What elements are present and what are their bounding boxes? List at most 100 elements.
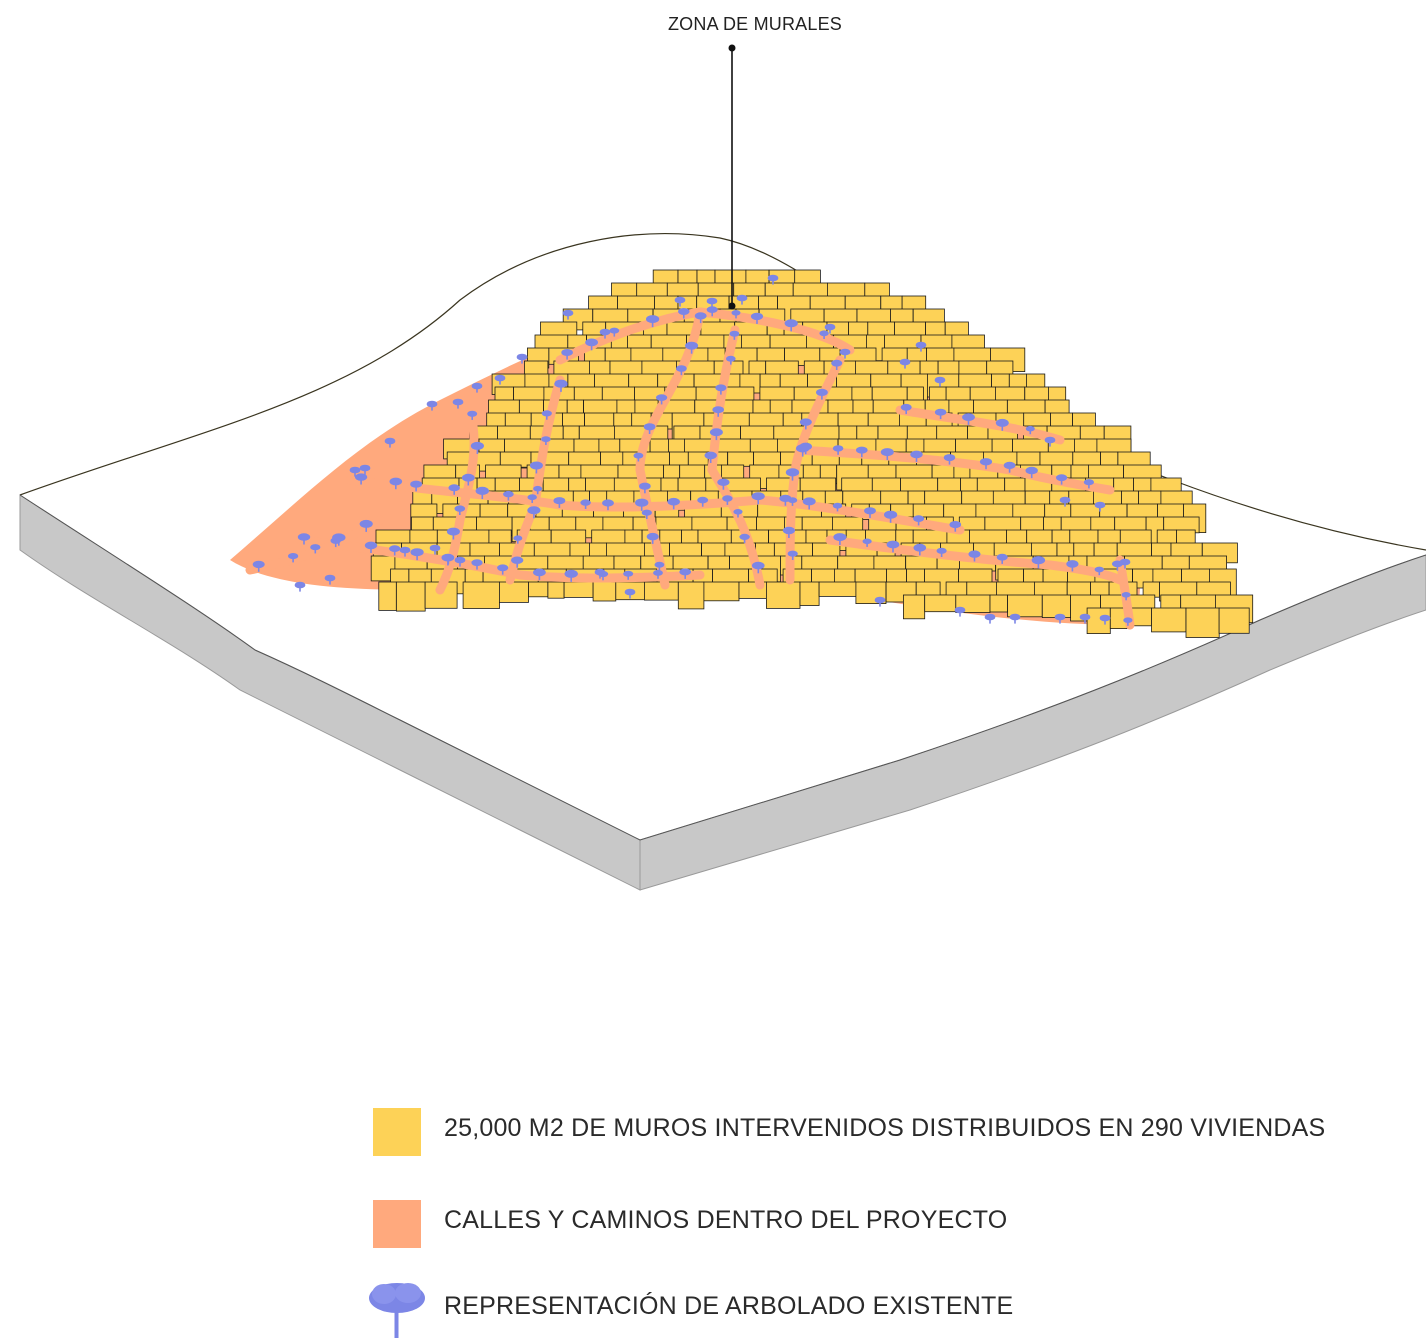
tree-icon <box>633 452 644 462</box>
house-block <box>1039 451 1074 467</box>
street-path <box>435 405 479 595</box>
legend-item-houses: 25,000 M2 DE MUROS INTERVENIDOS DISTRIBU… <box>360 1100 1400 1160</box>
tree-icon <box>996 553 1008 564</box>
tree-icon <box>1094 501 1106 512</box>
house-block <box>880 295 903 312</box>
tree-icon <box>884 510 898 523</box>
tree-icon <box>384 437 396 448</box>
tree-icon <box>349 466 361 477</box>
tree-icon <box>739 533 750 544</box>
tree-icon <box>676 365 687 376</box>
tree-icon <box>609 327 620 337</box>
tree-icon <box>962 413 975 425</box>
house-block <box>903 594 926 620</box>
tree-icon <box>624 588 636 599</box>
tree-icon <box>426 400 438 411</box>
tree-icon <box>653 569 663 579</box>
street-path <box>895 405 1065 445</box>
tree-icon <box>679 568 691 579</box>
street-path <box>707 325 765 590</box>
house-block <box>989 594 1009 613</box>
house-block <box>976 477 1006 493</box>
tree-icon <box>503 490 514 501</box>
house-block <box>547 581 565 599</box>
tree-icon <box>389 545 401 556</box>
house-block <box>1218 607 1250 634</box>
tree-icon <box>886 540 900 553</box>
tree-icon <box>475 486 489 500</box>
tree-icon <box>874 596 886 607</box>
tree-icon <box>410 548 424 561</box>
tree-icon <box>717 478 730 490</box>
tree-icon <box>751 492 765 505</box>
house-block <box>528 581 549 598</box>
tree-icon <box>497 564 509 575</box>
tree-icon <box>936 547 947 557</box>
tree-icon <box>635 498 649 511</box>
tree-icon <box>709 428 723 441</box>
tree-icon <box>915 341 927 352</box>
tree-icon <box>802 497 816 510</box>
tree-icon <box>654 561 665 571</box>
tree-icon <box>623 570 634 580</box>
tree-icon <box>934 408 947 420</box>
tree-icon <box>1009 613 1021 624</box>
tree-icon <box>949 521 962 532</box>
tree-icon <box>722 495 733 505</box>
tree-icon <box>767 274 779 285</box>
callout-label: ZONA DE MURALES <box>667 14 843 34</box>
tree-icon <box>899 358 911 369</box>
legend-item-streets: CALLES Y CAMINOS DENTRO DEL PROYECTO <box>360 1192 1400 1252</box>
tree-icon <box>968 550 981 562</box>
tree-icon <box>452 398 464 409</box>
tree-icon <box>1044 436 1056 447</box>
tree-icon <box>511 556 524 568</box>
tree-icon <box>913 515 925 526</box>
tree-icon <box>984 613 996 624</box>
house-block <box>498 581 529 603</box>
tree-icon <box>561 349 573 360</box>
legend-label-trees: REPRESENTACIÓN DE ARBOLADO EXISTENTE <box>444 1292 1014 1320</box>
tree-icon <box>442 554 454 565</box>
tree-icon <box>787 550 798 560</box>
tree-icon <box>910 450 923 462</box>
tree-icon <box>454 505 466 515</box>
tree-icon <box>332 533 346 546</box>
tree-icon <box>733 509 743 518</box>
tree-icon <box>599 328 611 339</box>
house-block <box>566 399 584 415</box>
tree-icon <box>580 499 591 509</box>
tree-icon <box>831 359 843 370</box>
tree-icon <box>1123 617 1133 626</box>
tree-icon <box>934 376 946 387</box>
tree-icon <box>736 294 748 305</box>
tree-icon <box>585 338 598 351</box>
tree-icon <box>832 502 843 512</box>
tree-icon <box>816 388 828 400</box>
house-block <box>616 399 636 415</box>
tree-icon <box>429 544 441 555</box>
tree-icon <box>731 310 741 319</box>
tree-icon <box>880 448 894 461</box>
tree-icon <box>954 606 966 617</box>
tree-icon <box>471 559 483 570</box>
tree-icon <box>369 1283 425 1338</box>
street-path <box>295 535 705 583</box>
tree-icon <box>779 494 792 506</box>
house-block <box>877 425 908 441</box>
house-block <box>1073 542 1095 559</box>
tree-icon <box>454 556 466 567</box>
tree-icon <box>726 355 736 365</box>
house-block <box>395 581 426 612</box>
house-block <box>906 425 938 442</box>
tree-icon <box>839 348 851 359</box>
tree-icon <box>364 541 378 553</box>
tree-icon <box>359 464 371 475</box>
tree-icon <box>697 496 709 507</box>
tree-icon <box>750 312 764 324</box>
house-block <box>900 477 939 494</box>
tree-icon <box>446 527 460 540</box>
tree-icon <box>799 442 812 455</box>
house-block <box>766 581 801 609</box>
